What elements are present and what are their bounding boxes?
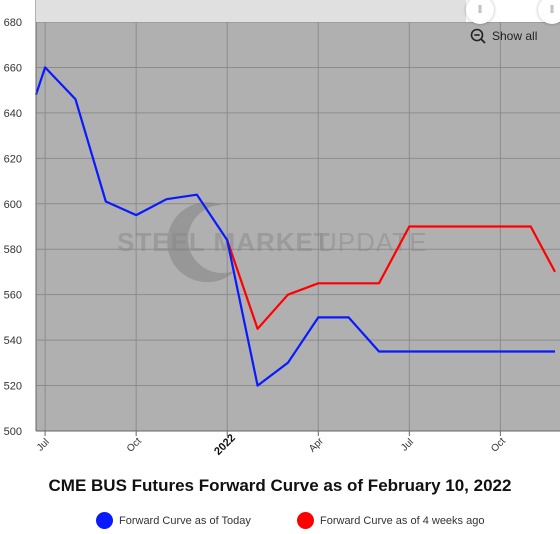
y-tick-label: 580 — [4, 244, 22, 256]
legend-label-4-weeks: Forward Curve as of 4 weeks ago — [320, 514, 485, 527]
y-tick-label: 680 — [4, 17, 22, 29]
y-tick-label: 540 — [4, 335, 22, 347]
x-tick-label: Oct — [125, 436, 144, 455]
y-tick-label: 660 — [4, 62, 22, 74]
y-tick-label: 500 — [4, 426, 22, 438]
plot-area — [36, 0, 560, 431]
forward-curve-chart: STEEL MARKET UPDATE 500 520 540 560 580 600 62… — [4, 0, 560, 458]
range-right-handle[interactable]: ‖ — [538, 0, 560, 24]
series-line-today — [34, 66, 555, 387]
y-tick-label: 520 — [4, 381, 22, 393]
y-tick-label: 560 — [4, 290, 22, 302]
y-axis: 500 520 540 560 580 600 620 640 660 680 — [4, 17, 22, 438]
grid-lines — [36, 0, 560, 432]
x-tick-label: Jul — [35, 437, 52, 454]
x-tick-label: Jul — [399, 437, 416, 454]
chart-title: CME BUS Futures Forward Curve as of Febr… — [48, 476, 512, 495]
y-tick-label: 640 — [4, 108, 22, 120]
legend-item-today[interactable]: Forward Curve as of Today — [96, 512, 251, 529]
zoom-out-icon — [470, 28, 486, 44]
x-tick-label: Oct — [489, 436, 508, 455]
legend-dot-4-weeks — [297, 512, 314, 529]
watermark-logo: STEEL MARKET UPDATE — [117, 202, 428, 283]
series-lines — [34, 66, 556, 387]
show-all-label: Show all — [492, 29, 538, 43]
x-tick-label: Apr — [307, 435, 326, 454]
x-tick-label: 2022 — [212, 432, 238, 458]
legend-label-today: Forward Curve as of Today — [119, 514, 251, 527]
y-tick-label: 600 — [4, 199, 22, 211]
show-all-button[interactable]: Show all — [470, 28, 537, 44]
series-line-four_weeks — [226, 225, 556, 330]
legend-dot-today — [96, 512, 113, 529]
y-tick-label: 620 — [4, 153, 22, 165]
watermark-swoosh — [167, 202, 236, 283]
range-navigator[interactable]: ‖ ‖ — [36, 0, 560, 24]
watermark-text-bold: STEEL MARKET — [117, 227, 331, 257]
legend-item-4-weeks[interactable]: Forward Curve as of 4 weeks ago — [297, 512, 484, 529]
legend: Forward Curve as of Today Forward Curve … — [0, 512, 560, 534]
watermark-text-light: UPDATE — [318, 227, 428, 257]
range-left-handle[interactable]: ‖ — [466, 0, 494, 24]
